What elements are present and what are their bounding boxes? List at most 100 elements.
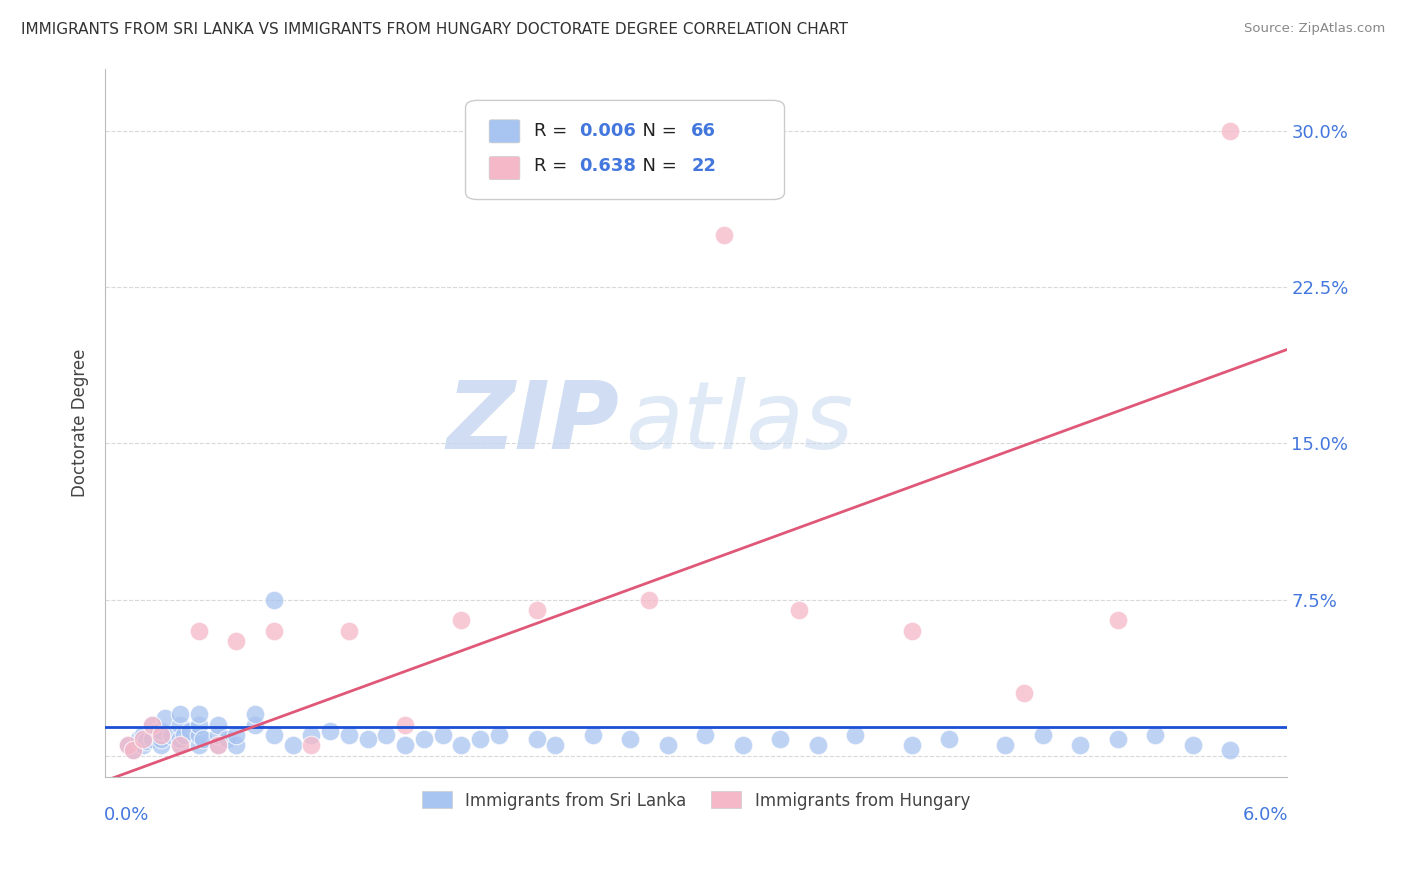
Point xyxy=(146,723,169,738)
Y-axis label: Doctorate Degree: Doctorate Degree xyxy=(72,349,89,497)
Point xyxy=(245,717,267,731)
Point xyxy=(1069,739,1091,753)
Point xyxy=(1012,686,1035,700)
Point xyxy=(713,228,735,243)
Point xyxy=(1107,732,1129,747)
Point xyxy=(450,739,472,753)
Text: 0.638: 0.638 xyxy=(579,156,636,175)
Point xyxy=(207,728,229,742)
Point xyxy=(1144,728,1167,742)
Point xyxy=(582,728,605,742)
Point xyxy=(169,707,191,722)
Point xyxy=(150,739,173,753)
Point xyxy=(122,742,145,756)
Point xyxy=(150,732,173,747)
Point xyxy=(225,634,247,648)
Text: Source: ZipAtlas.com: Source: ZipAtlas.com xyxy=(1244,22,1385,36)
Point xyxy=(657,739,679,753)
Text: 22: 22 xyxy=(692,156,716,175)
Point xyxy=(319,723,342,738)
Point xyxy=(141,732,163,747)
Point xyxy=(450,614,472,628)
Point xyxy=(188,728,211,742)
Point xyxy=(301,728,323,742)
Point xyxy=(769,732,792,747)
Point xyxy=(188,739,211,753)
Text: 0.0%: 0.0% xyxy=(104,806,149,824)
Point xyxy=(207,739,229,753)
Point xyxy=(191,732,214,747)
Point xyxy=(544,739,567,753)
Point xyxy=(1032,728,1054,742)
Point xyxy=(150,728,173,742)
Point xyxy=(432,728,454,742)
Point xyxy=(150,723,173,738)
Point xyxy=(787,603,810,617)
Point xyxy=(135,734,157,748)
Text: 66: 66 xyxy=(692,122,716,140)
Legend: Immigrants from Sri Lanka, Immigrants from Hungary: Immigrants from Sri Lanka, Immigrants fr… xyxy=(413,783,979,818)
Point xyxy=(245,707,267,722)
Point xyxy=(169,717,191,731)
Point xyxy=(207,717,229,731)
Point xyxy=(117,739,139,753)
Point xyxy=(169,732,191,747)
Point xyxy=(619,732,641,747)
FancyBboxPatch shape xyxy=(489,120,520,143)
Text: N =: N = xyxy=(631,156,682,175)
Point xyxy=(526,732,548,747)
Point xyxy=(263,728,285,742)
Point xyxy=(188,707,211,722)
Point xyxy=(217,732,239,747)
Text: 0.006: 0.006 xyxy=(579,122,636,140)
Point xyxy=(900,624,922,638)
Point xyxy=(337,624,360,638)
Point xyxy=(413,732,436,747)
Point xyxy=(179,723,201,738)
Point xyxy=(169,739,191,753)
Point xyxy=(128,732,150,747)
Point xyxy=(1219,742,1241,756)
Point xyxy=(188,717,211,731)
Point xyxy=(132,728,155,742)
Text: N =: N = xyxy=(631,122,682,140)
Point xyxy=(188,624,211,638)
Point xyxy=(394,739,416,753)
Point xyxy=(263,624,285,638)
Text: atlas: atlas xyxy=(626,377,853,468)
Text: ZIP: ZIP xyxy=(446,376,619,468)
Point xyxy=(900,739,922,753)
Point xyxy=(155,711,177,725)
FancyBboxPatch shape xyxy=(489,157,520,179)
Point xyxy=(169,739,191,753)
Text: IMMIGRANTS FROM SRI LANKA VS IMMIGRANTS FROM HUNGARY DOCTORATE DEGREE CORRELATIO: IMMIGRANTS FROM SRI LANKA VS IMMIGRANTS … xyxy=(21,22,848,37)
Point xyxy=(1219,124,1241,138)
Point xyxy=(394,717,416,731)
Point xyxy=(263,592,285,607)
Point xyxy=(938,732,960,747)
Point xyxy=(488,728,510,742)
Point xyxy=(117,739,139,753)
Point xyxy=(141,717,163,731)
Point xyxy=(807,739,830,753)
FancyBboxPatch shape xyxy=(465,101,785,200)
Point xyxy=(731,739,754,753)
Point xyxy=(638,592,661,607)
Point xyxy=(225,739,247,753)
Point xyxy=(141,717,163,731)
Point xyxy=(337,728,360,742)
Point xyxy=(122,742,145,756)
Point xyxy=(375,728,398,742)
Point xyxy=(207,739,229,753)
Point xyxy=(470,732,492,747)
Point xyxy=(160,728,183,742)
Text: R =: R = xyxy=(534,122,574,140)
Point xyxy=(225,728,247,742)
Point xyxy=(357,732,380,747)
Point xyxy=(173,728,195,742)
Point xyxy=(281,739,304,753)
Point xyxy=(301,739,323,753)
Point xyxy=(132,732,155,747)
Point xyxy=(132,739,155,753)
Point xyxy=(695,728,717,742)
